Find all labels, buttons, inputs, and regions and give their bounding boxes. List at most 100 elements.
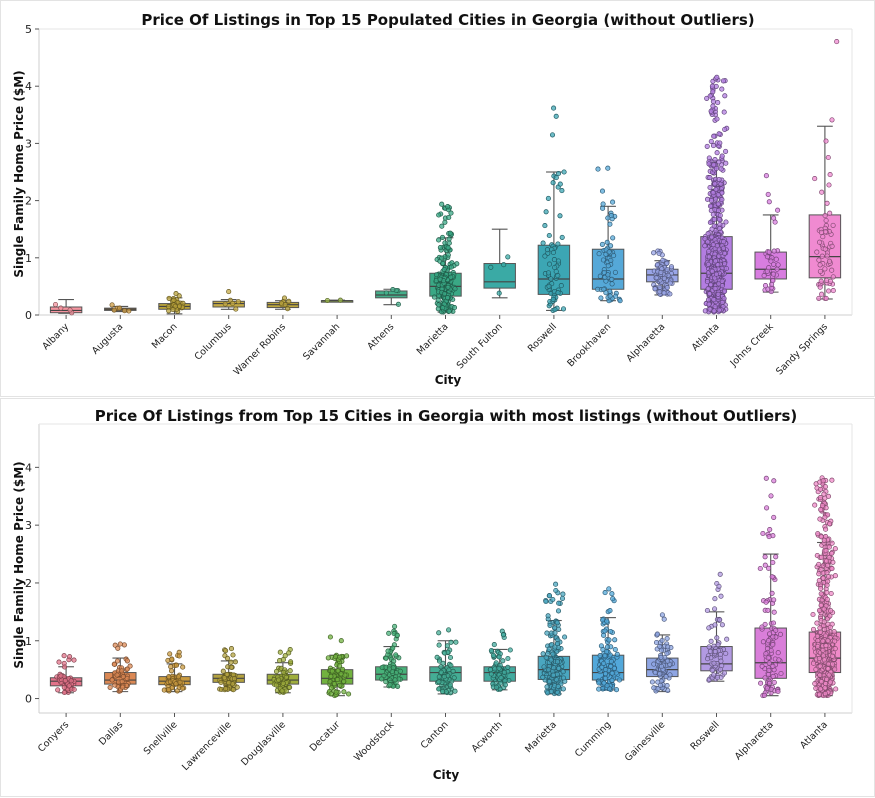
data-point [769,590,775,596]
data-point [762,283,769,289]
data-point [829,477,835,483]
data-point [822,484,828,490]
data-point [604,239,610,245]
data-point [710,89,716,95]
x-tick-label-cumming: Cumming [573,719,613,759]
data-point [705,297,712,303]
data-point [606,586,612,592]
data-point [715,100,721,106]
data-point [390,287,396,293]
data-point [705,261,711,267]
data-point [117,641,123,647]
data-point [823,295,829,301]
data-point [439,201,445,207]
box-group-marietta [537,581,571,697]
data-point [817,516,823,522]
data-point [664,285,670,291]
data-point [722,288,728,294]
data-point [825,562,831,568]
data-point [447,682,453,688]
data-point [716,281,722,287]
data-point [722,261,728,267]
data-point [281,669,287,675]
data-point [496,665,502,671]
data-point [817,672,823,678]
data-point [230,652,236,658]
data-point [761,692,768,698]
data-point [773,627,779,633]
data-point [228,646,235,652]
data-point [816,577,822,584]
data-point [438,664,444,670]
data-point [335,668,341,674]
data-point [545,195,551,201]
data-point [709,234,715,240]
data-point [168,664,174,670]
data-point [830,274,836,280]
data-point [667,280,673,286]
data-point [496,290,502,296]
data-point [166,674,172,680]
data-point [770,642,776,648]
data-point [705,239,711,245]
data-point [819,253,825,259]
data-point [824,200,830,206]
data-point [434,654,440,660]
data-point [717,617,723,623]
data-point [832,546,838,552]
data-point [711,216,717,223]
data-point [818,229,824,235]
data-point [560,591,566,597]
data-point [444,643,450,649]
data-point [771,248,777,254]
data-point [120,674,126,680]
data-point [559,188,565,194]
x-tick-label-gainesville: Gainesville [623,719,668,764]
data-point [544,247,550,253]
data-point [283,674,289,680]
data-point [552,625,558,631]
data-point [707,184,713,191]
data-point [713,165,719,171]
data-point [714,635,720,641]
data-point [612,646,618,653]
data-point [224,671,230,677]
data-point [381,672,387,679]
data-point [444,295,451,301]
data-point [596,686,602,692]
data-point [819,291,825,297]
box-group-gainesville [646,612,679,694]
data-point [826,521,833,527]
data-point [340,666,346,672]
data-point [824,596,830,602]
data-point [714,150,720,156]
data-point [603,667,609,673]
data-point [452,688,458,694]
x-tick-label-marietta: Marietta [523,719,559,755]
data-point [555,608,562,614]
data-point [560,686,566,692]
data-point [273,682,279,688]
data-point [768,258,774,264]
data-point [436,237,442,243]
data-point [708,282,714,288]
x-tick-label-decatur: Decatur [308,719,343,754]
data-point [223,648,229,654]
data-point [324,297,330,304]
data-point [119,678,125,685]
data-point [762,621,768,627]
data-point [766,265,772,271]
data-point [813,685,819,691]
data-point [829,540,835,546]
data-point [436,658,443,664]
data-point [702,243,708,249]
data-point [507,647,513,653]
data-point [606,249,612,255]
data-point [394,632,400,638]
data-point [554,620,560,626]
data-point [218,679,224,686]
data-point [658,654,664,660]
x-tick-label-snellville: Snellville [142,719,180,757]
data-point [664,266,670,273]
data-point [827,613,833,619]
